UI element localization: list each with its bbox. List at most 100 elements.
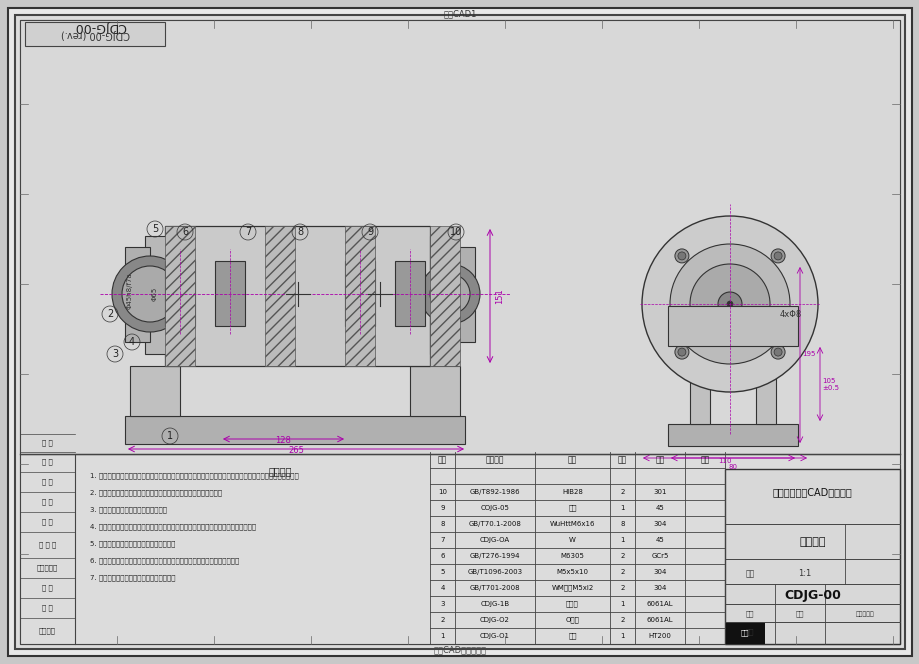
Circle shape: [112, 256, 187, 332]
Circle shape: [770, 345, 784, 359]
Text: 8: 8: [440, 521, 444, 527]
Text: HT200: HT200: [648, 633, 671, 639]
Text: 5. 各连接紧固件拧紧，检查紧固是否可靠。: 5. 各连接紧固件拧紧，检查紧固是否可靠。: [90, 540, 176, 547]
Text: 5: 5: [440, 569, 444, 575]
Text: 日 期: 日 期: [42, 440, 52, 446]
Text: 4xΦ8: 4xΦ8: [779, 309, 801, 319]
Text: 10: 10: [449, 227, 461, 237]
Circle shape: [669, 244, 789, 364]
Text: 6: 6: [440, 553, 444, 559]
Bar: [449, 247, 474, 342]
Text: M6305: M6305: [560, 553, 584, 559]
Text: 2: 2: [619, 553, 624, 559]
Text: GB/T701-2008: GB/T701-2008: [470, 585, 520, 591]
Text: 9: 9: [440, 505, 444, 511]
Text: 1:1: 1:1: [798, 570, 811, 578]
Text: 4: 4: [440, 585, 444, 591]
Bar: [724, 469, 899, 644]
Text: M5x5x10: M5x5x10: [556, 569, 588, 575]
Text: CDJG-1B: CDJG-1B: [480, 601, 509, 607]
Text: 151: 151: [494, 288, 504, 304]
Text: 1: 1: [166, 431, 173, 441]
Text: 审 核: 审 核: [42, 479, 52, 485]
Text: 更改文件号: 更改文件号: [855, 611, 873, 617]
Text: 名称: 名称: [567, 456, 576, 465]
Text: 8: 8: [619, 521, 624, 527]
Text: 80: 80: [728, 464, 737, 470]
Text: 2. 装配时，各密封处要认真检查，密封填料应压紧不得有漏油现象。: 2. 装配时，各密封处要认真检查，密封填料应压紧不得有漏油现象。: [90, 489, 221, 496]
Text: GB/T1096-2003: GB/T1096-2003: [467, 569, 522, 575]
Text: 3. 调整转件与固定件之间的相对位置。: 3. 调整转件与固定件之间的相对位置。: [90, 507, 167, 513]
Text: 处数: 处数: [795, 611, 803, 618]
Bar: [165, 226, 429, 366]
Text: CDJG-00 (rev.): CDJG-00 (rev.): [61, 29, 130, 39]
Text: 2: 2: [107, 309, 113, 319]
Bar: [130, 366, 180, 416]
Circle shape: [726, 301, 732, 307]
Text: 301: 301: [652, 489, 666, 495]
Text: O型圈: O型圈: [565, 617, 579, 623]
Text: 1: 1: [619, 505, 624, 511]
Text: 更改文件号: 更改文件号: [37, 564, 58, 571]
Text: 2: 2: [619, 569, 624, 575]
Bar: [25, 22, 165, 46]
Text: 1. 零部件装配前必须清洗干净，去毛刺、锐边、锐角、飞溅、铁屑、焊渣、氧化皮、铁锈等，清洗后应防锈。: 1. 零部件装配前必须清洗干净，去毛刺、锐边、锐角、飞溅、铁屑、焊渣、氧化皮、铁…: [90, 473, 299, 479]
Bar: [215, 261, 244, 326]
Bar: [20, 20, 899, 454]
Circle shape: [677, 348, 686, 356]
Text: GB/T892-1986: GB/T892-1986: [470, 489, 520, 495]
Text: 110: 110: [718, 458, 731, 464]
Text: 6. 各一般配合面、销孔、轴孔、键槽、轴孔、螺纹、及其零件应光滑无损伤。: 6. 各一般配合面、销孔、轴孔、键槽、轴孔、螺纹、及其零件应光滑无损伤。: [90, 558, 239, 564]
Text: 箱体: 箱体: [568, 633, 576, 639]
Text: 轴承盖: 轴承盖: [565, 601, 578, 608]
Text: 45: 45: [655, 537, 664, 543]
Circle shape: [689, 264, 769, 344]
Bar: [145, 236, 170, 354]
Circle shape: [717, 292, 742, 316]
Circle shape: [675, 249, 688, 263]
Text: 45: 45: [655, 505, 664, 511]
Bar: [667, 306, 797, 346]
Text: 标准代号: 标准代号: [485, 456, 504, 465]
Text: CDJG-O2: CDJG-O2: [480, 617, 509, 623]
Text: 1: 1: [440, 633, 444, 639]
Text: 1: 1: [619, 537, 624, 543]
Text: 7: 7: [244, 227, 251, 237]
Text: 265: 265: [288, 446, 303, 455]
Text: 技术要求: 技术要求: [268, 466, 291, 476]
Text: 105
±0.5: 105 ±0.5: [821, 378, 838, 390]
Text: 传动装置: 传动装置: [799, 537, 825, 547]
Text: 处 数: 处 数: [42, 605, 52, 612]
Text: 304: 304: [652, 585, 666, 591]
Text: 6061AL: 6061AL: [646, 601, 673, 607]
Bar: [410, 366, 460, 416]
Text: 件号: 件号: [437, 456, 447, 465]
Text: 中望CAD教育版设计: 中望CAD教育版设计: [433, 645, 486, 655]
Text: 1: 1: [619, 601, 624, 607]
Bar: [394, 261, 425, 326]
Text: 设计: 设计: [740, 629, 748, 636]
Bar: [755, 344, 775, 424]
Text: CDJG-00: CDJG-00: [74, 19, 126, 33]
Text: COJG-05: COJG-05: [480, 505, 509, 511]
Text: 4. 轴承、减速箱等部件安装前应擦洗干净，涂润滑油脂，轴和孔配合处，应涂润滑脂。: 4. 轴承、减速箱等部件安装前应擦洗干净，涂润滑油脂，轴和孔配合处，应涂润滑脂。: [90, 524, 255, 531]
Circle shape: [420, 264, 480, 324]
Text: GCr5: GCr5: [651, 553, 668, 559]
Text: 设计: 设计: [745, 629, 754, 635]
Text: 签 字: 签 字: [42, 519, 52, 525]
Bar: [345, 226, 375, 366]
Bar: [125, 416, 464, 444]
Text: WM弹簧M5xl2: WM弹簧M5xl2: [550, 585, 593, 592]
Circle shape: [773, 252, 781, 260]
Text: 图样标记: 图样标记: [39, 627, 56, 634]
Text: 1: 1: [619, 633, 624, 639]
Text: CDJG-00: CDJG-00: [783, 588, 840, 602]
Text: 128: 128: [275, 436, 290, 445]
Text: 5: 5: [152, 224, 158, 234]
Bar: [265, 226, 295, 366]
Bar: [345, 261, 375, 326]
Bar: [667, 424, 797, 446]
Bar: [429, 236, 455, 354]
Text: 数量: 数量: [618, 456, 627, 465]
Text: 3: 3: [112, 349, 118, 359]
